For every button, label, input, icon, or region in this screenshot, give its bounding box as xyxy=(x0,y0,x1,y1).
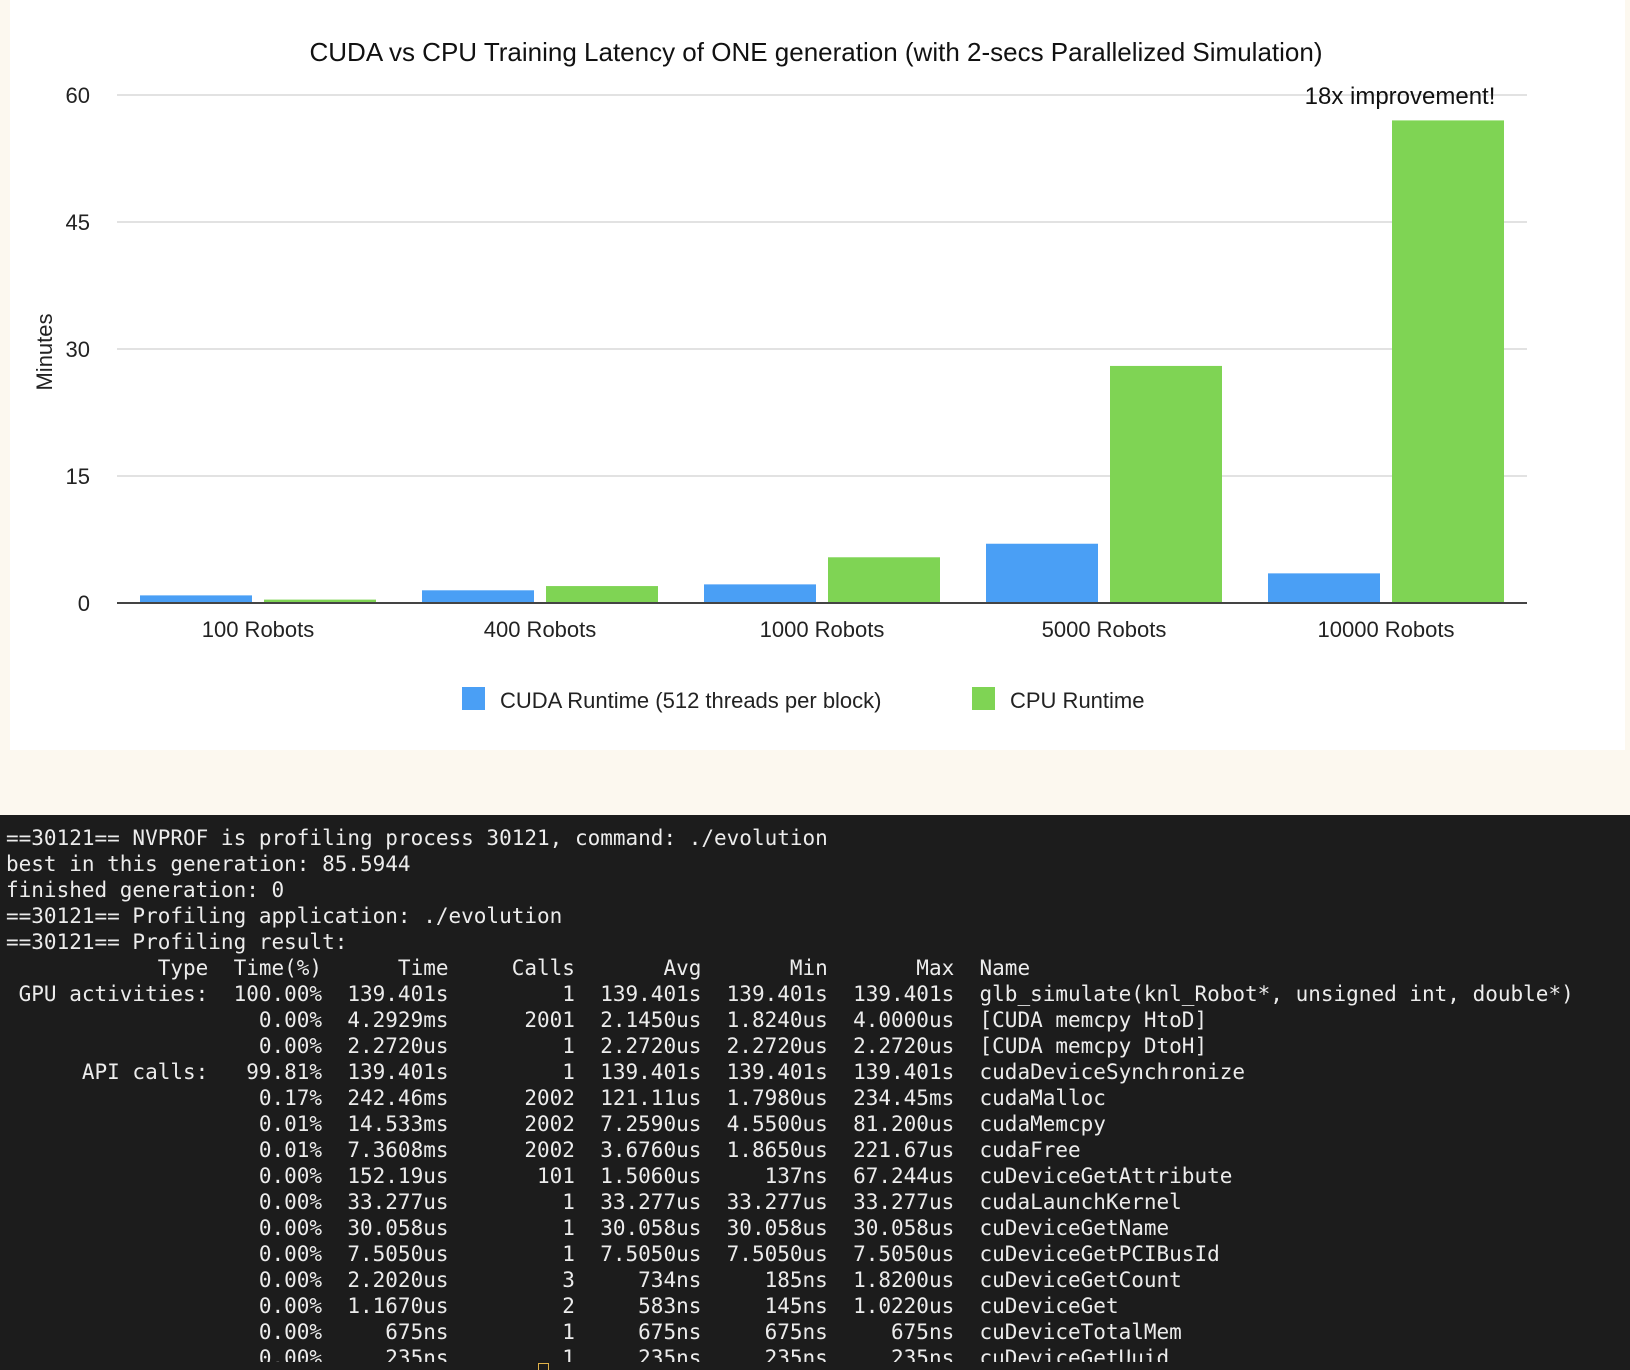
terminal-line: GPU activities: 100.00% 139.401s 1 139.4… xyxy=(6,982,1574,1006)
annotation-label: 18x improvement! xyxy=(1305,83,1496,110)
bar-cpu xyxy=(1110,365,1222,603)
terminal-line: ==30121== NVPROF is profiling process 30… xyxy=(6,826,828,850)
terminal-line: 0.00% 4.2929ms 2001 2.1450us 1.8240us 4.… xyxy=(6,1008,1208,1032)
terminal-line: 0.00% 30.058us 1 30.058us 30.058us 30.05… xyxy=(6,1216,1170,1240)
terminal-line: API calls: 99.81% 139.401s 1 139.401s 13… xyxy=(6,1060,1246,1084)
y-tick-label: 30 xyxy=(66,337,90,362)
terminal-line: best in this generation: 85.5944 xyxy=(6,852,411,876)
x-tick-label: 5000 Robots xyxy=(1042,617,1167,642)
x-tick-label: 10000 Robots xyxy=(1318,617,1455,642)
y-axis-label: Minutes xyxy=(32,313,57,390)
bar-cuda xyxy=(422,590,534,603)
terminal-line: finished generation: 0 xyxy=(6,878,285,902)
x-tick-label: 100 Robots xyxy=(202,617,315,642)
y-tick-label: 45 xyxy=(66,210,90,235)
legend-label: CPU Runtime xyxy=(1010,688,1144,713)
terminal-bottom-edge xyxy=(0,1362,1630,1370)
axes: 0 15 30 45 60 100 Robots 400 Robots 1000 Robots… xyxy=(66,83,1527,642)
terminal-line: 0.00% 33.277us 1 33.277us 33.277us 33.27… xyxy=(6,1190,1182,1214)
terminal-line: 0.00% 1.1670us 2 583ns 145ns 1.0220us cu… xyxy=(6,1294,1119,1318)
terminal-line: 0.00% 7.5050us 1 7.5050us 7.5050us 7.505… xyxy=(6,1242,1220,1266)
x-tick-label: 400 Robots xyxy=(484,617,597,642)
chart-title: CUDA vs CPU Training Latency of ONE gene… xyxy=(310,37,1323,67)
bar-cpu xyxy=(264,599,376,603)
bar-chart: CUDA vs CPU Training Latency of ONE gene… xyxy=(32,37,1527,713)
terminal-line: Type Time(%) Time Calls Avg Min Max Name xyxy=(6,956,1031,980)
terminal-line: ==30121== Profiling application: ./evolu… xyxy=(6,904,563,928)
terminal-line: 0.00% 2.2020us 3 734ns 185ns 1.8200us cu… xyxy=(6,1268,1182,1292)
bar-cuda xyxy=(140,595,252,603)
terminal-output: ==30121== NVPROF is profiling process 30… xyxy=(0,815,1630,1370)
bar-cuda xyxy=(986,543,1098,603)
y-tick-label: 0 xyxy=(78,591,90,616)
bar-cpu xyxy=(546,586,658,603)
terminal-line: 0.00% 675ns 1 675ns 675ns 675ns cuDevice… xyxy=(6,1320,1182,1344)
bars xyxy=(140,120,1504,604)
bar-cpu xyxy=(828,557,940,603)
y-tick-label: 60 xyxy=(66,83,90,108)
terminal-line: 0.01% 7.3608ms 2002 3.6760us 1.8650us 22… xyxy=(6,1138,1081,1162)
terminal-line: 0.00% 2.2720us 1 2.2720us 2.2720us 2.272… xyxy=(6,1034,1208,1058)
terminal-line: 0.00% 152.19us 101 1.5060us 137ns 67.244… xyxy=(6,1164,1233,1188)
legend: CUDA Runtime (512 threads per block) CPU … xyxy=(462,687,1144,713)
cursor-icon xyxy=(538,1363,549,1370)
x-tick-label: 1000 Robots xyxy=(760,617,885,642)
legend-swatch xyxy=(972,687,995,710)
bar-cpu xyxy=(1392,120,1504,604)
bar-cuda xyxy=(1268,573,1380,603)
legend-label: CUDA Runtime (512 threads per block) xyxy=(500,688,882,713)
terminal-line: 0.17% 242.46ms 2002 121.11us 1.7980us 23… xyxy=(6,1086,1106,1110)
terminal-line: ==30121== Profiling result: xyxy=(6,930,348,954)
legend-swatch xyxy=(462,687,485,710)
chart-panel: CUDA vs CPU Training Latency of ONE gene… xyxy=(10,0,1625,750)
y-tick-label: 15 xyxy=(66,464,90,489)
terminal-line: 0.01% 14.533ms 2002 7.2590us 4.5500us 81… xyxy=(6,1112,1106,1136)
bar-cuda xyxy=(704,584,816,603)
gridlines xyxy=(117,94,1527,477)
